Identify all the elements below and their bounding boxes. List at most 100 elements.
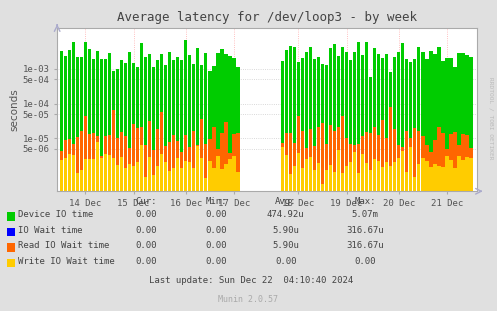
Bar [397,52,401,191]
Bar [172,60,175,191]
Bar [188,55,191,191]
Bar [293,143,296,191]
Bar [76,173,79,191]
Bar [301,168,304,191]
Bar [357,144,360,191]
Bar [317,127,320,191]
Bar [104,136,107,191]
Bar [289,46,292,191]
Text: Min:: Min: [205,197,227,206]
Bar [172,135,175,191]
Bar [96,137,99,191]
Bar [108,135,111,191]
Bar [60,160,63,191]
Text: 5.90u: 5.90u [272,241,299,250]
Bar [172,168,175,191]
Bar [87,134,91,191]
Bar [281,143,284,191]
Bar [204,144,208,191]
Bar [124,169,127,191]
Bar [369,77,372,191]
Title: Average latency for /dev/loop3 - by week: Average latency for /dev/loop3 - by week [117,11,417,24]
Bar [168,52,171,191]
Bar [212,127,216,191]
Bar [192,64,195,191]
Text: RRDTOOL / TOBI OETIKER: RRDTOOL / TOBI OETIKER [489,77,494,160]
Bar [397,145,401,191]
Bar [413,128,416,191]
Bar [68,155,71,191]
Bar [313,146,316,191]
Bar [232,58,236,191]
Bar [188,162,191,191]
Bar [449,160,453,191]
Bar [369,170,372,191]
Bar [365,163,368,191]
Bar [385,54,388,191]
Bar [68,139,71,191]
Bar [441,167,445,191]
Bar [437,127,440,191]
Bar [313,169,316,191]
Bar [96,142,99,191]
Bar [124,63,127,191]
Bar [321,183,324,191]
Bar [341,116,344,191]
Bar [140,43,143,191]
Bar [373,48,376,191]
Bar [80,131,83,191]
Bar [369,133,372,191]
Bar [100,158,103,191]
Bar [453,132,457,191]
Bar [208,71,212,191]
Bar [192,168,195,191]
Bar [413,59,416,191]
Bar [196,48,199,191]
Text: 316.67u: 316.67u [346,241,384,250]
Bar [465,135,469,191]
Bar [353,52,356,191]
Bar [64,56,67,191]
Bar [196,146,199,191]
Bar [413,177,416,191]
Bar [461,53,465,191]
Bar [457,156,461,191]
Bar [200,158,203,191]
Bar [405,59,409,191]
Bar [445,58,449,191]
Bar [325,170,328,191]
Text: Read IO Wait time: Read IO Wait time [18,241,110,250]
Bar [317,57,320,191]
Bar [216,156,220,191]
Bar [152,175,155,191]
Bar [297,153,300,191]
Bar [112,71,115,191]
Bar [224,122,228,191]
Bar [397,158,401,191]
Bar [389,72,392,191]
Bar [285,155,288,191]
Bar [309,157,312,191]
Bar [184,135,187,191]
Bar [136,162,139,191]
Text: 0.00: 0.00 [136,226,158,235]
Bar [365,42,368,191]
Bar [305,159,308,191]
Bar [337,56,340,191]
Bar [152,67,155,191]
Bar [112,109,115,191]
Bar [156,59,159,191]
Bar [128,165,131,191]
Bar [437,47,440,191]
Text: 0.00: 0.00 [205,226,227,235]
Bar [281,61,284,191]
Bar [401,151,405,191]
Bar [393,129,397,191]
Bar [461,160,465,191]
Bar [60,151,63,191]
Bar [393,162,397,191]
Bar [140,145,143,191]
Bar [385,162,388,191]
Bar [449,58,453,191]
Bar [216,149,220,191]
